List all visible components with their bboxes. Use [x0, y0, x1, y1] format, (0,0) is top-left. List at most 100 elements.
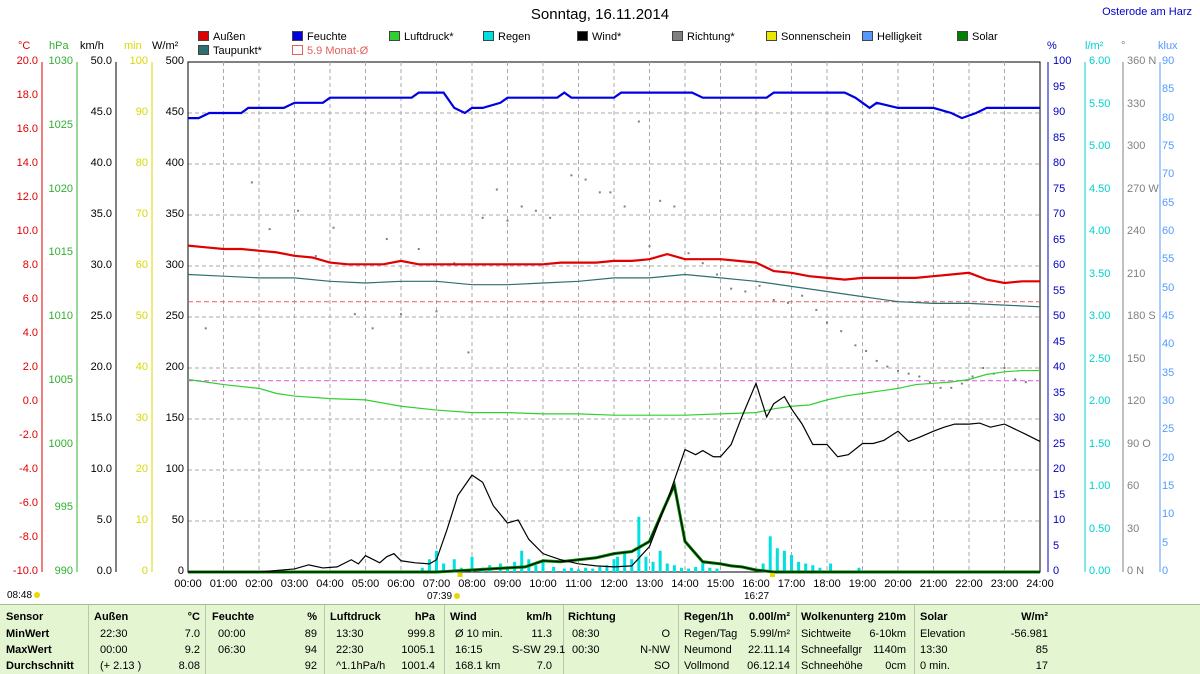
station-link[interactable]: Osterode am Harz — [1102, 6, 1192, 18]
legend-label: Helligkeit — [877, 31, 922, 43]
temperature-line — [187, 244, 1040, 285]
legend-item: Wind* — [577, 31, 621, 43]
direction-point — [506, 219, 509, 222]
table-cell: SO — [654, 660, 670, 672]
left-axis-tick: 25.0 — [90, 310, 112, 322]
left-axis-tick: 2.0 — [22, 361, 38, 373]
x-axis-tick: 03:00 — [280, 578, 309, 590]
rain-bar — [818, 567, 822, 572]
rain-bar — [768, 536, 772, 572]
sunrise-icon — [454, 593, 461, 599]
direction-point — [435, 310, 438, 313]
right-axis-title: % — [1047, 40, 1057, 52]
right-axis-tick: 60 — [1053, 259, 1066, 271]
right-axis-tick: 5.00 — [1089, 140, 1111, 152]
rain-bar — [782, 550, 786, 572]
left-axis-title: hPa — [49, 40, 69, 52]
table-header: Sensor — [6, 611, 44, 623]
left-axis-tick: 5.0 — [96, 514, 112, 526]
legend-item: Außen — [198, 31, 245, 43]
x-axis-tick: 24:00 — [1026, 578, 1054, 590]
direction-point — [744, 290, 747, 293]
table-cell: Elevation — [920, 628, 966, 640]
direction-point — [371, 327, 374, 330]
right-axis-tick: 55 — [1162, 253, 1175, 266]
table-cell: 7.0 — [184, 628, 200, 640]
direction-point — [598, 191, 601, 194]
direction-point — [854, 344, 857, 347]
direction-point — [297, 209, 300, 212]
x-axis-tick: 01:00 — [209, 578, 238, 590]
timestamp-text: 08:48 — [7, 590, 33, 601]
legend-label: Wind* — [592, 31, 622, 43]
x-axis-tick: 09:00 — [493, 578, 522, 590]
legend-swatch — [766, 31, 777, 41]
left-axis-tick: 10.0 — [16, 225, 38, 237]
rain-bar — [470, 556, 474, 572]
direction-point — [950, 386, 953, 389]
table-header: 0.00l/m² — [749, 611, 790, 623]
right-axis-tick: 60 — [1162, 225, 1175, 237]
direction-point — [637, 120, 640, 123]
legend-swatch — [292, 31, 303, 41]
right-axis-tick: 300 — [1127, 140, 1146, 152]
right-axis-tick: 4.50 — [1089, 182, 1111, 195]
legend-label: 5.9 Monat-Ø — [307, 45, 369, 57]
right-axis-tick: 30 — [1053, 412, 1066, 424]
table-cell: 1140m — [873, 644, 906, 656]
left-axis-title: °C — [18, 40, 31, 52]
table-cell: 13:30 — [336, 628, 364, 640]
right-axis-tick: 50 — [1162, 281, 1175, 294]
table-row-label: MinWert — [6, 628, 50, 640]
x-axis-tick: 21:00 — [919, 578, 948, 590]
table-cell: 00:00 — [218, 628, 246, 640]
sun-icon — [34, 592, 41, 598]
legend-label: Richtung* — [687, 31, 735, 43]
rain-bar — [665, 563, 669, 572]
x-axis-tick: 15:00 — [706, 578, 735, 590]
table-cell: -56.981 — [1010, 628, 1048, 640]
solar-line-inner — [188, 483, 1040, 573]
rain-bar — [420, 567, 424, 572]
x-axis-tick: 23:00 — [990, 578, 1019, 590]
x-axis-tick: 06:00 — [387, 578, 415, 590]
left-axis-tick: 1000 — [48, 437, 73, 450]
right-axis-tick: 80 — [1162, 111, 1175, 124]
x-axis-tick: 07:00 — [422, 578, 451, 590]
right-axis-tick: 0 — [1053, 565, 1060, 577]
left-axis-tick: 18.0 — [16, 89, 38, 101]
left-axis-tick: 1010 — [48, 310, 73, 322]
direction-point — [701, 262, 704, 265]
left-axis-tick: 6.0 — [22, 293, 38, 305]
right-axis-tick: 45 — [1053, 335, 1066, 348]
direction-point — [772, 299, 775, 301]
rain-bar — [605, 565, 609, 572]
legend-item: 5.9 Monat-Ø — [292, 45, 368, 57]
table-header: Wind — [450, 611, 477, 623]
left-axis-tick: 50 — [171, 514, 184, 526]
left-axis-tick: 60 — [135, 259, 148, 271]
left-axis-tick: 8.0 — [22, 259, 38, 271]
left-axis-tick: 80 — [135, 157, 148, 169]
right-axis-tick: 0 — [1162, 565, 1169, 577]
direction-point — [960, 382, 963, 385]
table-cell: 89 — [304, 628, 317, 640]
right-axis-tick: 10 — [1162, 508, 1175, 521]
x-axis-tick: 13:00 — [635, 578, 664, 590]
left-axis-tick: 1005 — [48, 373, 73, 386]
table-header: hPa — [414, 611, 435, 623]
left-axis-tick: 30 — [135, 412, 148, 424]
left-axis-title: W/m² — [152, 40, 179, 52]
rain-bar — [534, 565, 538, 572]
left-axis-tick: 70 — [135, 208, 148, 220]
direction-point — [1024, 381, 1027, 384]
left-axis-tick: 1025 — [48, 118, 73, 131]
left-axis-tick: 15.0 — [90, 412, 112, 424]
table-cell: 22:30 — [336, 644, 364, 656]
legend-swatch — [672, 31, 683, 41]
right-axis-tick: 120 — [1127, 395, 1146, 407]
table-separator — [88, 605, 89, 674]
table-header: Regen/1h — [684, 611, 734, 623]
table-cell: Schneefallgr — [801, 644, 863, 656]
left-axis-tick: 1030 — [48, 55, 73, 67]
